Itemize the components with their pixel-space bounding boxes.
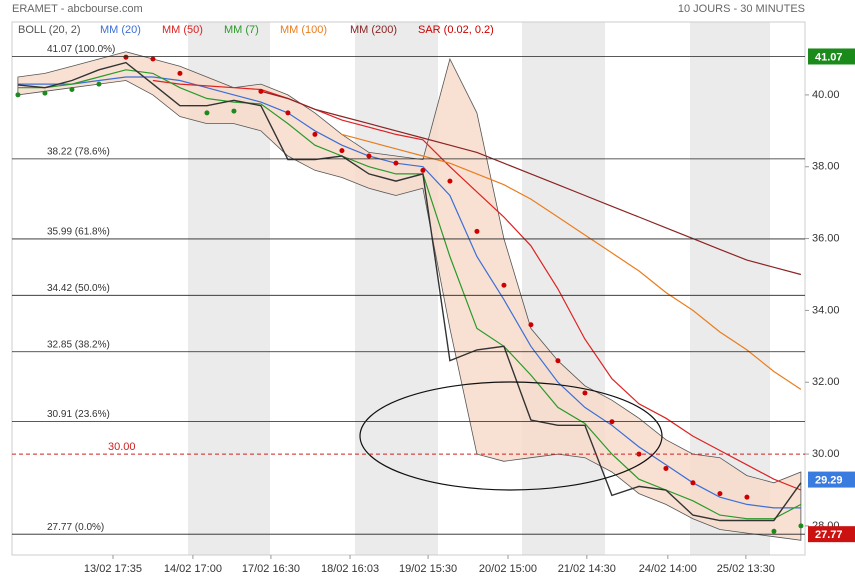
price-marker-label: 29.29 [815,474,843,486]
legend-entry: BOLL (20, 2) [18,24,81,36]
chart-title: ERAMET - abcbourse.com [12,3,143,15]
y-tick-label: 32.00 [812,376,840,388]
y-tick-label: 30.00 [812,448,840,460]
sar-dot [96,81,102,87]
y-tick-label: 34.00 [812,304,840,316]
legend-entry: MM (100) [280,24,327,36]
sar-dot [258,88,264,94]
legend-entry: MM (20) [100,24,141,36]
price-marker [808,471,855,488]
sar-dot [123,54,129,60]
day-band [522,22,605,555]
sar-dot [798,523,804,529]
price-marker [808,526,855,543]
ma-line [341,133,802,390]
price-marker-label: 27.77 [815,529,843,541]
sar-dot [771,528,777,534]
sar-dot [474,228,480,234]
sar-dot [312,131,318,137]
price-marker [808,48,855,65]
x-tick-label: 14/02 17:00 [164,563,222,575]
sar-dot [42,90,48,96]
sar-dot [339,148,345,154]
fib-label: 34.42 (50.0%) [47,283,110,294]
x-tick-label: 19/02 15:30 [399,563,457,575]
alert-label: 30.00 [108,441,136,453]
sar-dot [663,465,669,471]
bollinger-band [17,51,802,541]
sar-dot [150,56,156,62]
y-tick-label: 38.00 [812,161,840,173]
sar-dot [501,282,507,288]
sar-dot [177,70,183,76]
legend-entry: MM (7) [224,24,259,36]
sar-dot [366,153,372,159]
sar-dot [582,390,588,396]
chart-subtitle: 10 JOURS - 30 MINUTES [678,3,805,15]
sar-dot [744,494,750,500]
fib-label: 30.91 (23.6%) [47,409,110,420]
sar-dot [447,178,453,184]
day-band [355,22,438,555]
x-tick-label: 13/02 17:35 [84,563,142,575]
sar-dot [555,358,561,364]
x-tick-label: 21/02 14:30 [558,563,616,575]
sar-dot [393,160,399,166]
sar-dot [420,167,426,173]
y-tick-label: 40.00 [812,89,840,101]
legend-entry: MM (50) [162,24,203,36]
fib-label: 35.99 (61.8%) [47,227,110,238]
price-marker-label: 41.07 [815,51,843,63]
sar-dot [717,491,723,497]
ma-line [260,90,802,276]
legend-entry: SAR (0.02, 0.2) [418,24,494,36]
fib-label: 38.22 (78.6%) [47,146,110,157]
x-tick-label: 24/02 14:00 [639,563,697,575]
annotation-ellipse [359,381,663,491]
ma-line [17,69,802,520]
x-tick-label: 18/02 16:03 [321,563,379,575]
fib-label: 32.85 (38.2%) [47,339,110,350]
sar-dot [690,480,696,486]
legend-entry: MM (200) [350,24,397,36]
x-tick-label: 20/02 15:00 [479,563,537,575]
sar-dot [15,92,21,98]
sar-dot [69,87,75,93]
plot-frame [11,21,806,556]
y-tick-label: 36.00 [812,232,840,244]
fib-label: 41.07 (100.0%) [47,44,115,55]
sar-dot [204,110,210,116]
price-line [17,61,802,522]
sar-dot [528,322,534,328]
sar-dot [231,108,237,114]
x-tick-label: 25/02 13:30 [717,563,775,575]
sar-dot [285,110,291,116]
fib-label: 27.77 (0.0%) [47,522,104,533]
x-tick-label: 17/02 16:30 [242,563,300,575]
ma-line [17,76,801,509]
